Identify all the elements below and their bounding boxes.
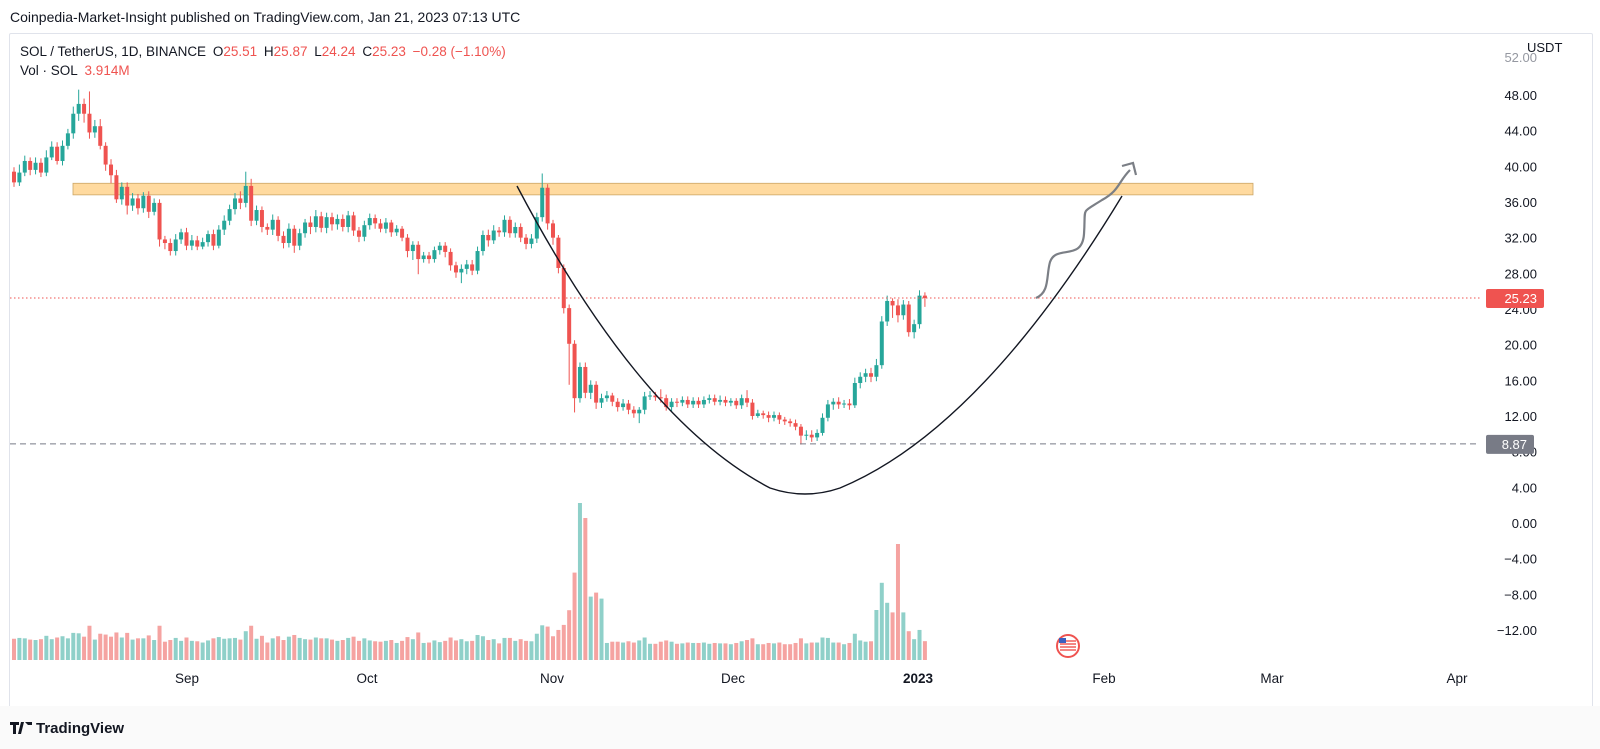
close-value: 25.23 bbox=[372, 44, 406, 59]
volume-value: 3.914M bbox=[84, 63, 130, 78]
currency-label[interactable]: USDT bbox=[1527, 40, 1563, 55]
footer-bar bbox=[0, 706, 1600, 749]
close-label: C bbox=[362, 44, 373, 59]
volume-legend-row: Vol · SOL 3.914M bbox=[20, 61, 509, 80]
price-legend-row: SOL / TetherUS, 1D, BINANCE O25.51 H25.8… bbox=[20, 42, 509, 61]
tradingview-brand[interactable]: TradingView bbox=[10, 720, 124, 737]
tradingview-logo-icon bbox=[10, 721, 32, 737]
low-label: L bbox=[314, 44, 322, 59]
symbol-label[interactable]: SOL / TetherUS, 1D, BINANCE bbox=[20, 44, 207, 59]
chart-frame bbox=[9, 33, 1593, 708]
chart-legend: SOL / TetherUS, 1D, BINANCE O25.51 H25.8… bbox=[20, 42, 509, 80]
high-label: H bbox=[263, 44, 274, 59]
low-value: 24.24 bbox=[321, 44, 356, 59]
volume-label[interactable]: Vol · SOL bbox=[20, 63, 78, 78]
publisher-line: Coinpedia-Market-Insight published on Tr… bbox=[10, 9, 521, 25]
open-label: O bbox=[212, 44, 224, 59]
tradingview-brand-text: TradingView bbox=[36, 720, 125, 737]
high-value: 25.87 bbox=[273, 44, 308, 59]
change-value: −0.28 (−1.10%) bbox=[412, 44, 506, 59]
open-value: 25.51 bbox=[223, 44, 258, 59]
